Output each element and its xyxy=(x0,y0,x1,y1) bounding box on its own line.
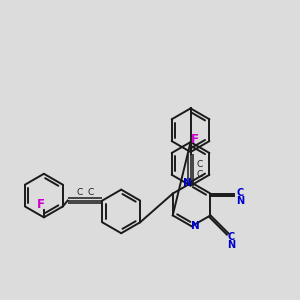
Text: C: C xyxy=(88,188,94,197)
Text: C: C xyxy=(77,188,83,197)
Text: N: N xyxy=(236,196,244,206)
Text: N: N xyxy=(191,221,200,231)
Text: C: C xyxy=(228,232,235,242)
Text: C: C xyxy=(237,188,244,198)
Text: C: C xyxy=(196,160,202,169)
Text: F: F xyxy=(190,133,199,146)
Text: F: F xyxy=(37,198,45,211)
Text: C: C xyxy=(196,170,202,179)
Text: N: N xyxy=(183,178,192,188)
Text: N: N xyxy=(227,240,236,250)
